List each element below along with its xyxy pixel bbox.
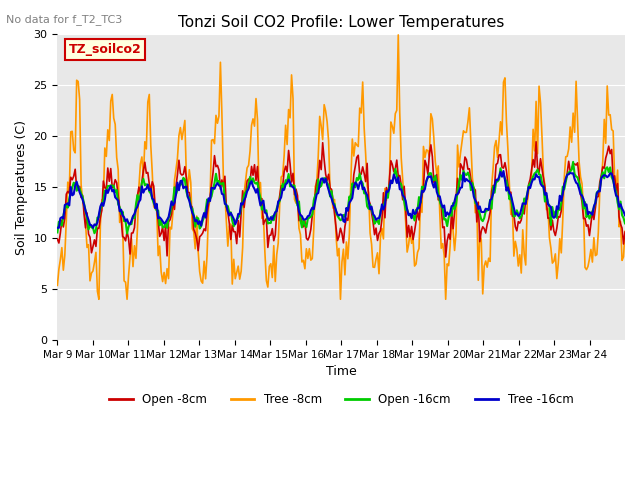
Title: Tonzi Soil CO2 Profile: Lower Temperatures: Tonzi Soil CO2 Profile: Lower Temperatur…: [178, 15, 504, 30]
Y-axis label: Soil Temperatures (C): Soil Temperatures (C): [15, 120, 28, 254]
Text: TZ_soilco2: TZ_soilco2: [68, 43, 141, 56]
Legend: Open -8cm, Tree -8cm, Open -16cm, Tree -16cm: Open -8cm, Tree -8cm, Open -16cm, Tree -…: [104, 388, 578, 411]
Text: No data for f_T2_TC3: No data for f_T2_TC3: [6, 14, 123, 25]
X-axis label: Time: Time: [326, 365, 356, 378]
